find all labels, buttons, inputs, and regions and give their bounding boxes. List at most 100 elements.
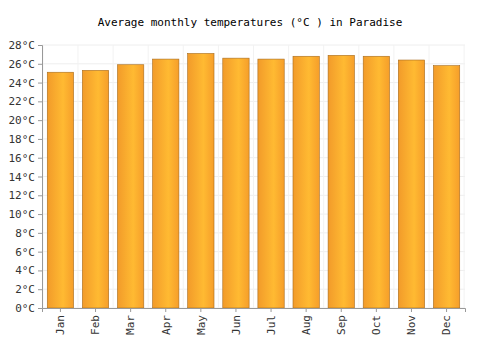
y-tick-mark <box>38 139 42 140</box>
y-tick-mark <box>38 308 42 309</box>
x-tick: Dec <box>440 308 453 335</box>
y-tick-mark <box>38 289 42 290</box>
x-tick-label: Dec <box>440 315 453 335</box>
y-tick-mark <box>38 195 42 196</box>
y-tick: 16°C <box>9 152 43 165</box>
bars <box>47 53 459 308</box>
grid-line-vertical <box>253 45 254 308</box>
y-tick-mark <box>38 214 42 215</box>
x-tick-mark <box>341 308 342 312</box>
bar <box>328 55 354 308</box>
grid-line-vertical <box>148 45 149 308</box>
chart: 0°C 2°C 4°C 6°C 8°C 10°C 12°C 14°C 16°C 18°C 20°C 2… <box>0 0 500 350</box>
x-axis-line <box>43 309 466 313</box>
x-tick-label: Apr <box>160 315 173 335</box>
x-tick: May <box>195 308 208 335</box>
y-tick-label: 4°C <box>15 264 35 277</box>
bar <box>82 70 108 308</box>
x-tick-mark <box>200 308 201 312</box>
y-axis: 0°C 2°C 4°C 6°C 8°C 10°C 12°C 14°C 16°C 18°C 20°C 2… <box>9 39 43 315</box>
grid-line-vertical <box>77 45 78 308</box>
x-tick-label: Jan <box>54 315 67 335</box>
y-tick-label: 12°C <box>9 189 36 202</box>
y-tick-mark <box>38 270 42 271</box>
y-tick-label: 18°C <box>9 133 36 146</box>
y-tick: 20°C <box>9 114 43 127</box>
x-tick-mark <box>271 308 272 312</box>
y-tick-label: 14°C <box>9 171 36 184</box>
x-tick: Oct <box>370 308 383 335</box>
bar <box>398 60 424 308</box>
bar <box>188 53 214 308</box>
y-tick-label: 24°C <box>9 77 36 90</box>
x-tick-mark <box>95 308 96 312</box>
bar <box>258 59 284 308</box>
grid <box>43 45 464 308</box>
y-tick: 6°C <box>15 246 42 259</box>
plot: 0°C 2°C 4°C 6°C 8°C 10°C 12°C 14°C 16°C 18°C 20°C 2… <box>9 39 466 335</box>
y-tick-label: 0°C <box>15 302 35 315</box>
y-tick: 2°C <box>15 283 42 296</box>
x-axis: Jan Feb Mar Apr May Jun Jul Aug Sep Oct Nov Dec <box>43 308 466 335</box>
x-tick: Aug <box>300 308 313 335</box>
y-tick: 4°C <box>15 264 42 277</box>
grid-line-vertical <box>429 45 430 308</box>
x-tick-label: Oct <box>370 315 383 335</box>
grid <box>42 45 465 308</box>
x-tick: Sep <box>335 308 348 335</box>
x-tick: Jan <box>54 308 67 335</box>
y-tick-label: 6°C <box>15 246 35 259</box>
x-tick: Nov <box>405 308 418 335</box>
x-tick: Apr <box>160 308 173 335</box>
y-tick: 24°C <box>9 77 43 90</box>
y-tick-label: 2°C <box>15 283 35 296</box>
y-tick-label: 8°C <box>15 227 35 240</box>
bar <box>363 56 389 308</box>
y-tick: 8°C <box>15 227 42 240</box>
y-tick-mark <box>38 45 42 46</box>
x-tick-mark <box>411 308 412 312</box>
y-tick-label: 10°C <box>9 208 36 221</box>
y-tick: 28°C <box>9 39 43 52</box>
grid-line-vertical <box>358 45 359 308</box>
grid-line-vertical <box>113 45 114 308</box>
x-tick-mark <box>130 308 131 312</box>
y-tick-mark <box>38 233 42 234</box>
x-tick-label: Aug <box>300 315 313 335</box>
grid-line-vertical <box>393 45 394 308</box>
bar <box>293 56 319 308</box>
x-tick-label: Mar <box>124 315 137 335</box>
y-tick: 0°C <box>15 302 42 315</box>
x-tick: Jun <box>230 308 243 335</box>
x-tick-label: Feb <box>89 315 102 335</box>
grid-line-vertical <box>183 45 184 308</box>
x-tick-label: Jun <box>230 315 243 335</box>
x-tick-label: Jul <box>265 315 278 335</box>
grid-line-vertical <box>323 45 324 308</box>
x-tick-mark <box>376 308 377 312</box>
bar <box>153 59 179 308</box>
y-tick-mark <box>38 158 42 159</box>
y-tick-mark <box>38 101 42 102</box>
y-tick-label: 26°C <box>9 58 36 71</box>
bar <box>223 58 249 308</box>
y-tick: 18°C <box>9 133 43 146</box>
x-tick-mark <box>235 308 236 312</box>
y-tick-label: 22°C <box>9 95 36 108</box>
y-tick: 12°C <box>9 189 43 202</box>
grid-line-vertical <box>464 45 465 308</box>
y-tick-label: 28°C <box>9 39 36 52</box>
x-tick: Feb <box>89 308 102 335</box>
y-tick-mark <box>38 120 42 121</box>
bar <box>117 65 143 308</box>
y-tick-mark <box>38 83 42 84</box>
x-tick-mark <box>446 308 447 312</box>
y-tick: 10°C <box>9 208 43 221</box>
bar <box>433 66 459 308</box>
y-tick-mark <box>38 252 42 253</box>
x-tick-label: May <box>195 315 208 335</box>
y-tick: 26°C <box>9 58 43 71</box>
title: Average monthly temperatures (°C ) in Pa… <box>98 16 403 29</box>
x-tick: Jul <box>265 308 278 335</box>
y-tick-mark <box>38 177 42 178</box>
